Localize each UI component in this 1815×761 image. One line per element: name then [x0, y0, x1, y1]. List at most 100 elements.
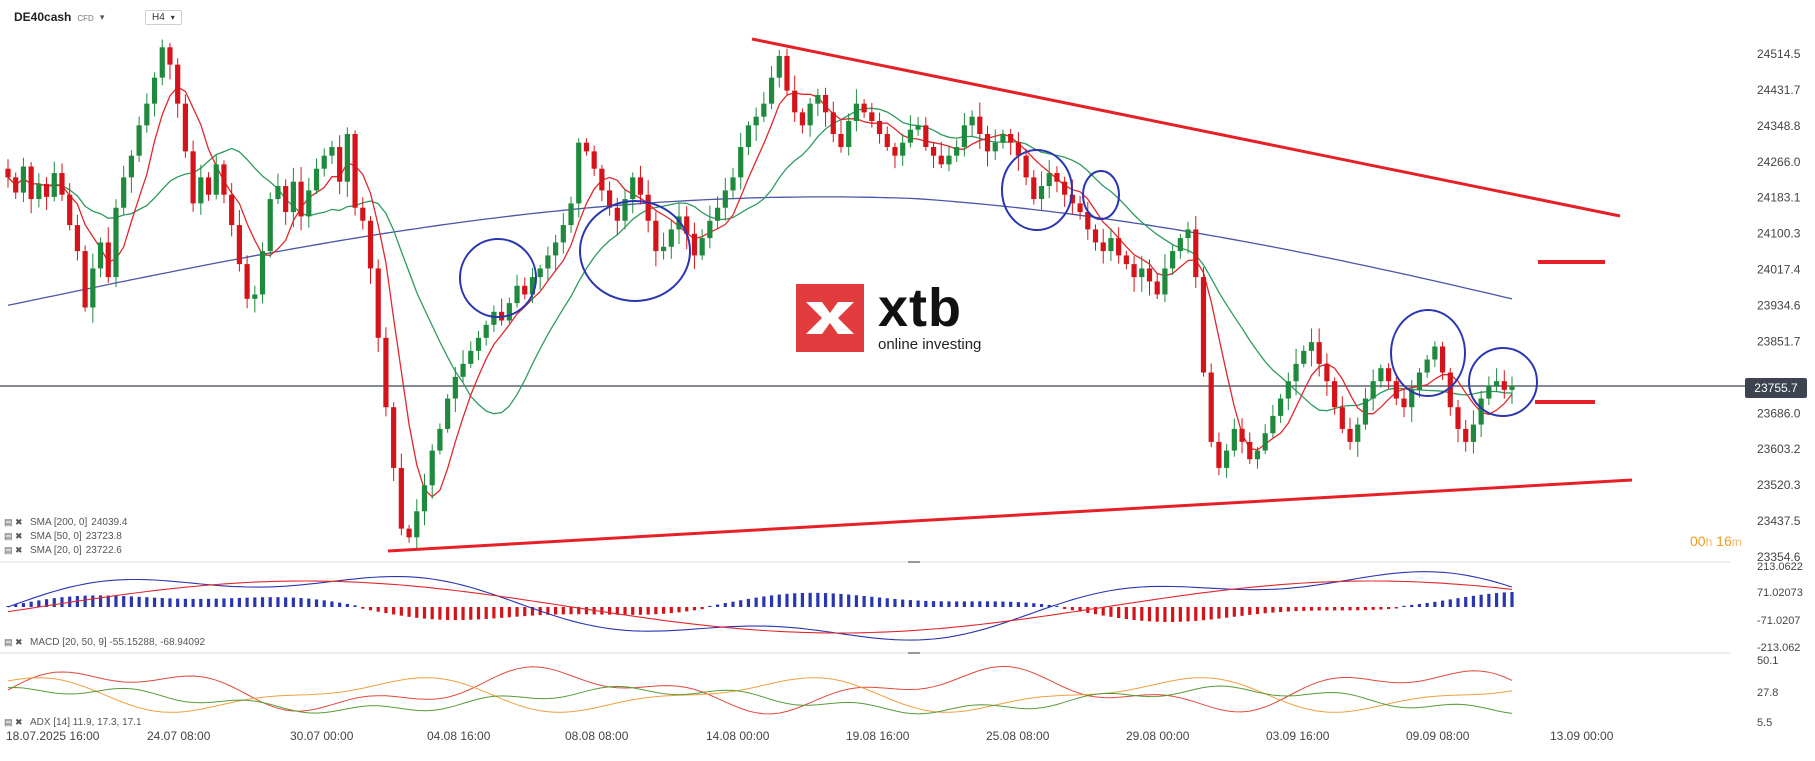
- candle: [707, 220, 713, 239]
- macd-histogram-bar: [314, 599, 319, 607]
- candle: [992, 142, 998, 152]
- timeframe-selector[interactable]: H4 ▾: [145, 10, 182, 25]
- time-tick-label: 24.07 08:00: [147, 729, 211, 743]
- macd-histogram-bar: [122, 596, 126, 607]
- candle: [892, 147, 898, 156]
- candle: [954, 147, 960, 156]
- candle: [5, 168, 11, 178]
- candle: [1301, 350, 1307, 364]
- panel-resize-handle[interactable]: [908, 561, 920, 563]
- macd-histogram-bar: [870, 596, 874, 607]
- candle: [306, 190, 312, 217]
- candle: [383, 337, 389, 408]
- macd-histogram-bar: [955, 601, 959, 607]
- candle: [213, 164, 219, 195]
- indicator-settings-icon[interactable]: ▤ ✖: [4, 517, 23, 527]
- macd-histogram-bar: [1032, 603, 1036, 607]
- time-tick-label: 08.08 08:00: [565, 729, 629, 743]
- indicator-settings-icon[interactable]: ▤ ✖: [4, 637, 23, 647]
- countdown-hours-unit: h: [1705, 535, 1713, 549]
- macd-histogram-bar: [1155, 607, 1159, 622]
- candle: [1239, 428, 1245, 442]
- macd-histogram-bar: [1279, 607, 1283, 613]
- candle: [784, 55, 790, 91]
- price-tick-label: 24017.4: [1757, 263, 1801, 277]
- candle: [1154, 281, 1160, 295]
- panel-resize-handle[interactable]: [908, 652, 920, 654]
- candle: [475, 337, 482, 351]
- support-trendline: [387, 478, 1633, 553]
- time-tick-label: 03.09 16:00: [1266, 729, 1330, 743]
- macd-histogram-bar: [1294, 607, 1298, 612]
- price-tick-label: 23603.2: [1757, 442, 1801, 456]
- macd-histogram-bar: [885, 598, 889, 607]
- candle: [668, 229, 674, 247]
- time-tick-label: 29.08 00:00: [1126, 729, 1190, 743]
- macd-histogram-bar: [1140, 607, 1144, 621]
- macd-histogram-bar: [44, 599, 49, 607]
- macd-histogram-bar: [438, 607, 442, 620]
- drawings-layer[interactable]: [387, 37, 1633, 553]
- macd-tick-label: 213.0622: [1757, 561, 1803, 573]
- candle: [1432, 346, 1438, 360]
- current-price-label: 23755.7: [1745, 378, 1807, 398]
- candle: [1247, 441, 1253, 460]
- macd-histogram-bar: [1217, 607, 1221, 619]
- candle: [568, 203, 574, 226]
- candle: [121, 177, 127, 208]
- candle: [452, 376, 458, 399]
- time-axis[interactable]: 18.07.2025 16:00 24.07 08:00 30.07 00:00 04…: [6, 729, 1614, 743]
- candle: [283, 186, 289, 213]
- macd-histogram-bar: [700, 607, 704, 610]
- candle: [398, 467, 404, 529]
- macd-histogram-bar: [978, 601, 982, 607]
- candle: [938, 155, 944, 165]
- indicator-settings-icon[interactable]: ▤ ✖: [4, 717, 23, 727]
- macd-histogram-bar: [1263, 607, 1267, 614]
- candle: [799, 112, 806, 126]
- indicator-settings-icon[interactable]: ▤ ✖: [4, 545, 23, 555]
- macd-histogram-bar: [407, 607, 411, 617]
- macd-histogram-bar: [715, 604, 720, 607]
- candle: [259, 251, 266, 295]
- candle: [82, 251, 88, 308]
- macd-histogram-bar: [191, 598, 195, 607]
- candle: [1177, 238, 1183, 252]
- macd-histogram-bar: [839, 593, 843, 607]
- macd-histogram-bar: [1039, 603, 1044, 607]
- macd-histogram-bar: [561, 607, 565, 615]
- candle: [977, 116, 983, 135]
- candle: [876, 121, 883, 135]
- macd-histogram-bar: [168, 598, 172, 607]
- candle: [1123, 255, 1129, 265]
- macd-histogram-bar: [453, 607, 457, 621]
- candle: [576, 142, 582, 204]
- macd-histogram-bar: [284, 597, 288, 607]
- macd-histogram-bar: [1425, 602, 1429, 607]
- symbol-dropdown-icon[interactable]: ▾: [99, 11, 105, 22]
- macd-histogram-bar: [422, 607, 427, 619]
- candle: [660, 246, 667, 252]
- macd-histogram-bar: [430, 607, 434, 620]
- candle: [1393, 381, 1399, 399]
- macd-histogram-bar: [222, 598, 226, 607]
- candle: [1077, 203, 1083, 213]
- macd-histogram-bar: [206, 598, 211, 607]
- macd-histogram-bar: [600, 607, 604, 615]
- candle: [838, 134, 844, 148]
- macd-histogram-bar: [546, 607, 550, 615]
- symbol-name[interactable]: DE40cash: [14, 10, 72, 24]
- plus-di-line: [7, 677, 1513, 713]
- candle: [984, 134, 991, 152]
- candle: [275, 186, 281, 200]
- macd-histogram-bar: [268, 597, 272, 607]
- macd-histogram-bar: [183, 598, 187, 607]
- indicator-settings-icon[interactable]: ▤ ✖: [4, 531, 23, 541]
- candle: [714, 207, 721, 221]
- candle: [591, 151, 597, 169]
- candle: [1054, 173, 1060, 182]
- macd-histogram-bar: [160, 598, 164, 607]
- candle: [792, 90, 798, 113]
- price-axis[interactable]: 24514.5 24431.7 24348.8 24266.0 24183.1 24100…: [1757, 47, 1803, 729]
